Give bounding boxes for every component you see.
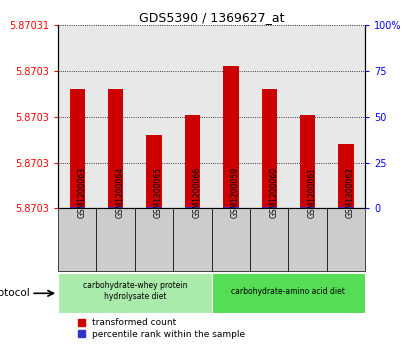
Text: GSM1200061: GSM1200061 bbox=[308, 167, 317, 218]
Bar bbox=[70, 89, 85, 208]
Bar bbox=[96, 25, 135, 208]
Bar bbox=[173, 25, 212, 208]
Text: carbohydrate-whey protein
hydrolysate diet: carbohydrate-whey protein hydrolysate di… bbox=[83, 281, 187, 301]
Bar bbox=[146, 135, 162, 208]
Text: GSM1200064: GSM1200064 bbox=[116, 167, 124, 218]
FancyBboxPatch shape bbox=[135, 208, 173, 271]
FancyBboxPatch shape bbox=[58, 273, 212, 313]
Bar bbox=[108, 89, 123, 208]
Bar bbox=[338, 207, 354, 208]
Bar bbox=[146, 207, 162, 208]
FancyBboxPatch shape bbox=[173, 208, 212, 271]
Bar bbox=[58, 25, 96, 208]
Bar bbox=[300, 115, 315, 208]
Bar bbox=[250, 25, 288, 208]
Bar bbox=[261, 207, 277, 208]
Bar bbox=[223, 66, 239, 208]
FancyBboxPatch shape bbox=[212, 273, 365, 313]
Bar bbox=[223, 207, 239, 208]
Bar bbox=[70, 207, 85, 208]
Bar bbox=[288, 25, 327, 208]
Text: carbohydrate-amino acid diet: carbohydrate-amino acid diet bbox=[232, 286, 345, 295]
Legend: transformed count, percentile rank within the sample: transformed count, percentile rank withi… bbox=[78, 318, 246, 339]
Bar bbox=[108, 207, 123, 208]
Text: GSM1200060: GSM1200060 bbox=[269, 167, 278, 218]
FancyBboxPatch shape bbox=[58, 208, 96, 271]
FancyBboxPatch shape bbox=[96, 208, 135, 271]
Bar bbox=[261, 89, 277, 208]
Text: protocol: protocol bbox=[0, 288, 29, 298]
Text: GSM1200062: GSM1200062 bbox=[346, 167, 355, 218]
Bar bbox=[212, 25, 250, 208]
Text: GSM1200066: GSM1200066 bbox=[193, 167, 201, 218]
Text: GSM1200063: GSM1200063 bbox=[77, 167, 86, 218]
Bar bbox=[300, 207, 315, 208]
Bar bbox=[327, 25, 365, 208]
FancyBboxPatch shape bbox=[212, 208, 250, 271]
FancyBboxPatch shape bbox=[288, 208, 327, 271]
Text: GSM1200059: GSM1200059 bbox=[231, 167, 240, 218]
FancyBboxPatch shape bbox=[327, 208, 365, 271]
Bar bbox=[338, 144, 354, 208]
FancyBboxPatch shape bbox=[250, 208, 288, 271]
Bar bbox=[185, 115, 200, 208]
Text: GSM1200065: GSM1200065 bbox=[154, 167, 163, 218]
Title: GDS5390 / 1369627_at: GDS5390 / 1369627_at bbox=[139, 11, 284, 24]
Bar bbox=[185, 207, 200, 208]
Bar bbox=[135, 25, 173, 208]
